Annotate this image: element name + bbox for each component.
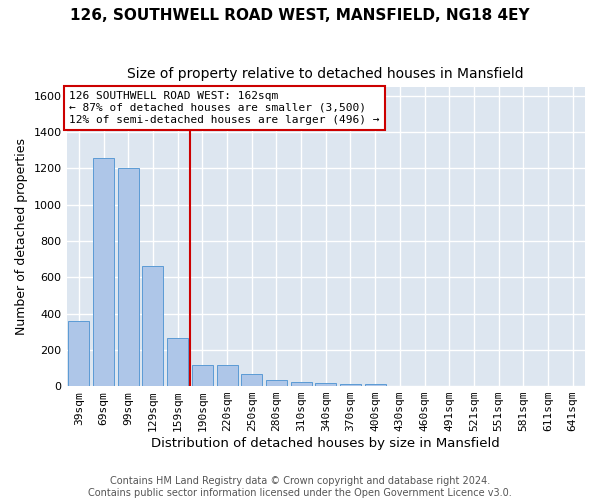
Title: Size of property relative to detached houses in Mansfield: Size of property relative to detached ho… — [127, 68, 524, 82]
Text: 126, SOUTHWELL ROAD WEST, MANSFIELD, NG18 4EY: 126, SOUTHWELL ROAD WEST, MANSFIELD, NG1… — [70, 8, 530, 22]
Bar — [192, 365, 213, 386]
Bar — [68, 321, 89, 386]
Bar — [167, 338, 188, 386]
Bar — [142, 266, 163, 386]
X-axis label: Distribution of detached houses by size in Mansfield: Distribution of detached houses by size … — [151, 437, 500, 450]
Bar — [118, 168, 139, 386]
Bar — [340, 384, 361, 386]
Bar — [290, 382, 311, 386]
Bar — [365, 384, 386, 386]
Text: 126 SOUTHWELL ROAD WEST: 162sqm
← 87% of detached houses are smaller (3,500)
12%: 126 SOUTHWELL ROAD WEST: 162sqm ← 87% of… — [69, 92, 380, 124]
Bar — [266, 380, 287, 386]
Bar — [217, 365, 238, 386]
Bar — [315, 384, 336, 386]
Y-axis label: Number of detached properties: Number of detached properties — [15, 138, 28, 335]
Text: Contains HM Land Registry data © Crown copyright and database right 2024.
Contai: Contains HM Land Registry data © Crown c… — [88, 476, 512, 498]
Bar — [93, 158, 114, 386]
Bar — [241, 374, 262, 386]
